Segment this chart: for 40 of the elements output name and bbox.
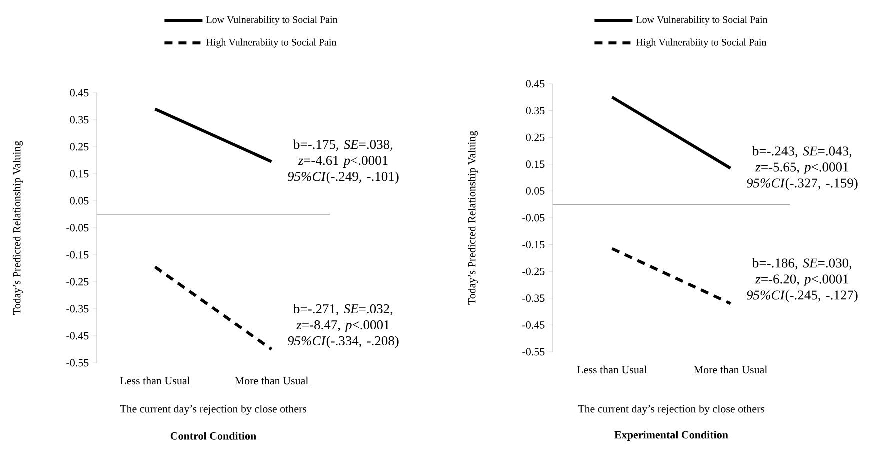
text: Control Condition — [170, 432, 256, 440]
x-axis-title: The current day’s rejection by close others — [120, 405, 307, 415]
y-tick-label: 0.35 — [526, 107, 545, 115]
legend-label: Low Vulnerability to Social Pain — [636, 16, 768, 26]
legend-label: Low Vulnerability to Social Pain — [206, 16, 338, 26]
y-tick-label: -0.45 — [522, 321, 545, 329]
y-tick-label: -0.15 — [522, 241, 545, 249]
y-tick-label: -0.25 — [66, 278, 89, 286]
y-tick-label: -0.05 — [522, 214, 545, 222]
text: b=-.243, SE=.043, z=-5.65, p<.0001 95%CI(-.327, -.159) — [746, 146, 858, 191]
y-axis-title: Today’s Predicted Relationship Valuing — [468, 131, 478, 305]
y-tick-label: 0.15 — [526, 160, 545, 168]
text: b=-.175, SE=.038, z=-4.61 p<.0001 95%CI(-.249, -.101) — [288, 140, 399, 184]
text: b=-.271, SE=.032, z=-8.47, p<.0001 95%CI(-.334, -.208) — [288, 304, 399, 348]
y-tick-label: 0.45 — [526, 80, 545, 88]
x-tick-label: Less than Usual — [120, 376, 190, 385]
y-tick-label: 0.05 — [526, 187, 545, 195]
y-tick-label: -0.35 — [522, 294, 545, 302]
y-tick-label: 0.25 — [70, 143, 89, 151]
y-tick-label: -0.15 — [66, 251, 89, 259]
y-tick-label: -0.35 — [66, 305, 89, 313]
x-tick-label: More than Usual — [235, 376, 308, 385]
text: b=-.186, SE=.030, z=-6.20, p<.0001 95%CI(-.245, -.127) — [746, 258, 858, 303]
x-axis-title: The current day’s rejection by close others — [578, 405, 765, 415]
y-tick-label: 0.05 — [70, 197, 89, 205]
x-tick-label: More than Usual — [694, 366, 768, 374]
legend-label: High Vulnerabiity to Social Pain — [636, 38, 767, 48]
y-tick-label: -0.55 — [66, 359, 89, 367]
y-tick-label: 0.35 — [70, 116, 89, 124]
y-tick-label: -0.05 — [66, 224, 89, 232]
y-tick-label: 0.15 — [70, 170, 89, 178]
y-tick-label: -0.25 — [522, 268, 545, 276]
y-tick-label: -0.55 — [522, 348, 545, 356]
y-tick-label: 0.45 — [70, 89, 89, 97]
x-tick-label: Less than Usual — [577, 366, 648, 374]
y-tick-label: -0.45 — [66, 332, 89, 340]
legend-label: High Vulnerabiity to Social Pain — [206, 38, 337, 48]
y-axis-title: Today’s Predicted Relationship Valuing — [13, 141, 24, 315]
text: Experimental Condition — [614, 431, 728, 441]
y-tick-label: 0.25 — [526, 134, 545, 142]
